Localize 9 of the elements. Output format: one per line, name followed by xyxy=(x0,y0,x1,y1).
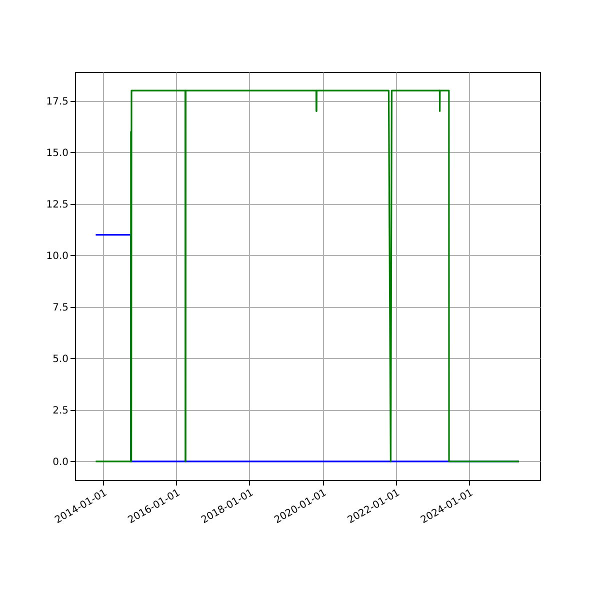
y-tick-label: 5.0 xyxy=(52,354,68,365)
y-tick-label: 12.5 xyxy=(46,199,68,210)
line-series xyxy=(94,90,520,462)
y-tick-label: 15.0 xyxy=(46,148,68,159)
y-tick-label: 0.0 xyxy=(52,456,68,468)
y-tick-label: 7.5 xyxy=(52,302,68,314)
y-tick-label: 17.5 xyxy=(46,96,68,108)
y-tick-label: 10.0 xyxy=(46,250,68,262)
y-tick-label: 2.5 xyxy=(52,405,68,416)
